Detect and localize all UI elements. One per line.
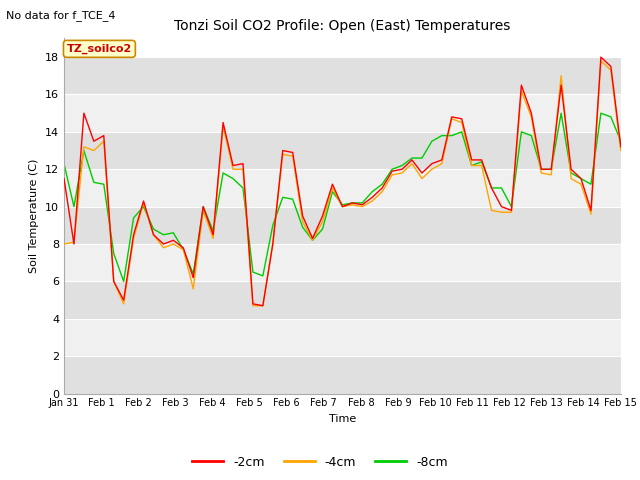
Text: No data for f_TCE_4: No data for f_TCE_4 xyxy=(6,10,116,21)
Bar xyxy=(64,95,621,132)
Bar xyxy=(64,356,621,394)
Bar xyxy=(64,244,621,281)
Bar xyxy=(64,169,621,207)
Bar xyxy=(64,319,621,356)
Text: TZ_soilco2: TZ_soilco2 xyxy=(67,44,132,54)
Bar xyxy=(64,281,621,319)
X-axis label: Time: Time xyxy=(329,414,356,424)
Legend: -2cm, -4cm, -8cm: -2cm, -4cm, -8cm xyxy=(187,451,453,474)
Y-axis label: Soil Temperature (C): Soil Temperature (C) xyxy=(29,159,40,273)
Bar xyxy=(64,132,621,169)
Title: Tonzi Soil CO2 Profile: Open (East) Temperatures: Tonzi Soil CO2 Profile: Open (East) Temp… xyxy=(174,19,511,33)
Bar xyxy=(64,57,621,95)
Bar xyxy=(64,207,621,244)
